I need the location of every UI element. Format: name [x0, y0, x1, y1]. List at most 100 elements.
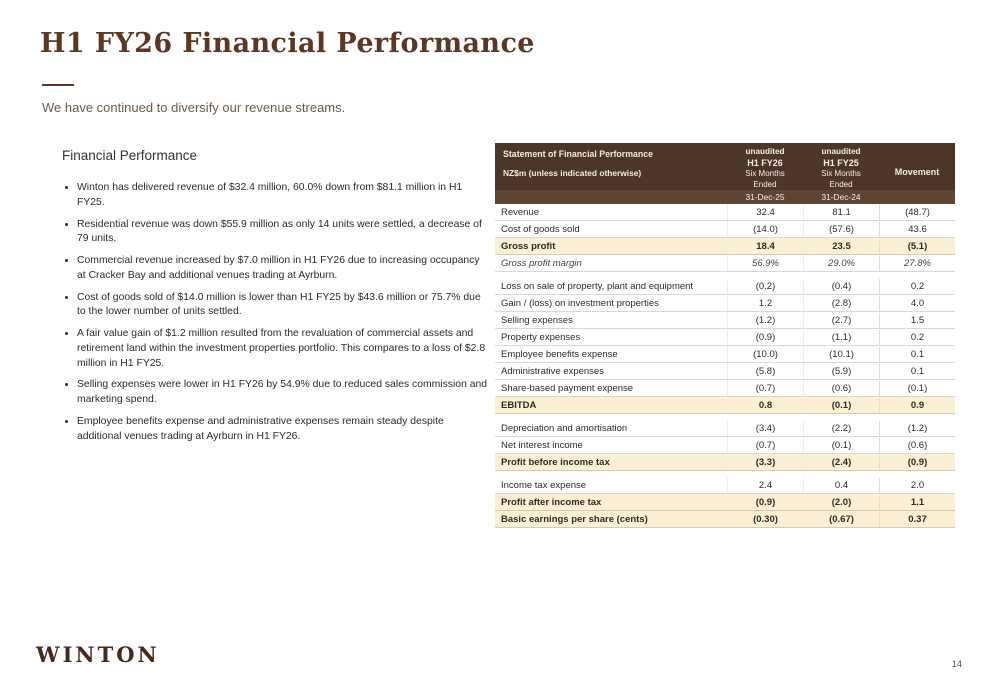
table-row: Selling expenses (1.2) (2.7) 1.5	[495, 312, 955, 330]
table-row: Employee benefits expense (10.0) (10.1) 0.1	[495, 346, 955, 364]
row-label: Loss on sale of property, plant and equi…	[501, 280, 694, 292]
bullet-list: Winton has delivered revenue of $32.4 mi…	[62, 181, 490, 444]
row-value-fy26: 0.8	[727, 397, 803, 413]
row-label: Income tax expense	[501, 479, 587, 491]
row-value-fy25: (10.1)	[803, 346, 879, 362]
row-label: EBITDA	[501, 399, 537, 411]
row-label: Property expenses	[501, 331, 581, 343]
row-value-movement: (1.2)	[879, 420, 955, 436]
row-value-fy26: (0.7)	[727, 380, 803, 396]
row-value-fy25: (0.1)	[803, 397, 879, 413]
row-value-movement: 27.8%	[879, 255, 955, 271]
row-value-fy26: (0.7)	[727, 437, 803, 453]
row-value-fy26: 18.4	[727, 238, 803, 254]
row-value-fy26: (5.8)	[727, 363, 803, 379]
slide-subtitle: We have continued to diversify our reven…	[42, 100, 346, 115]
bullet-item: Selling expenses were lower in H1 FY26 b…	[77, 378, 490, 408]
row-value-fy26: 1.2	[727, 295, 803, 311]
table-row: Basic earnings per share (cents) (0.30) (0…	[495, 511, 955, 529]
table-row: Loss on sale of property, plant and equi…	[495, 278, 955, 296]
table-row: Depreciation and amortisation (3.4) (2.2)(…	[495, 420, 955, 438]
row-label: Gross profit	[501, 240, 556, 252]
date-h1fy25: 31-Dec-24	[821, 192, 861, 203]
row-value-movement: (0.6)	[879, 437, 955, 453]
row-value-fy26: (10.0)	[727, 346, 803, 362]
row-label: Revenue	[501, 206, 540, 218]
row-label: Depreciation and amortisation	[501, 422, 628, 434]
financial-table: Statement of Financial Performance NZ$m …	[495, 143, 955, 529]
table-row: Profit before income tax (3.3) (2.4) (0.9)	[495, 454, 955, 472]
table-title: Statement of Financial Performance	[503, 149, 654, 159]
bullet-item: Commercial revenue increased by $7.0 mil…	[77, 254, 490, 284]
table-row: Profit after income tax (0.9) (2.0) 1.1	[495, 494, 955, 512]
table-row: Property expenses (0.9) (1.1) 0.2	[495, 329, 955, 347]
table-row: Net interest income (0.7) (0.1) (0.6)	[495, 437, 955, 455]
row-value-movement: (48.7)	[879, 204, 955, 220]
row-label: Profit before income tax	[501, 456, 610, 468]
period-label: H1 FY26	[747, 157, 783, 168]
row-value-fy25: (57.6)	[803, 221, 879, 237]
row-value-fy26: (0.2)	[727, 278, 803, 294]
column-header-h1fy25: unaudited H1 FY25 Six Months Ended	[803, 143, 879, 190]
table-row: EBITDA 0.8 (0.1) 0.9	[495, 397, 955, 415]
row-label: Selling expenses	[501, 314, 573, 326]
row-value-movement: 0.1	[879, 346, 955, 362]
row-value-fy25: 0.4	[803, 477, 879, 493]
row-label: Net interest income	[501, 439, 583, 451]
bullet-item: Winton has delivered revenue of $32.4 mi…	[77, 181, 490, 211]
date-h1fy26: 31-Dec-25	[745, 192, 785, 203]
audit-label: unaudited	[821, 147, 861, 156]
row-value-movement: 1.1	[879, 494, 955, 510]
period-sub-label: Six Months Ended	[821, 169, 861, 189]
row-label: Profit after income tax	[501, 496, 602, 508]
period-sub-label: Six Months Ended	[745, 169, 785, 189]
row-value-movement: 1.5	[879, 312, 955, 328]
row-value-fy26: (0.9)	[727, 494, 803, 510]
table-header-label-cell: Statement of Financial Performance NZ$m …	[495, 143, 727, 190]
row-value-fy26: 32.4	[727, 204, 803, 220]
row-value-movement: (0.1)	[879, 380, 955, 396]
row-value-fy26: (0.9)	[727, 329, 803, 345]
row-value-fy26: (3.3)	[727, 454, 803, 470]
row-label: Employee benefits expense	[501, 348, 618, 360]
row-value-movement: (0.9)	[879, 454, 955, 470]
row-value-fy25: 81.1	[803, 204, 879, 220]
row-label: Administrative expenses	[501, 365, 604, 377]
row-value-fy25: (5.9)	[803, 363, 879, 379]
left-content: Financial Performance Winton has deliver…	[62, 148, 490, 451]
row-value-fy25: (0.6)	[803, 380, 879, 396]
table-row: Revenue 32.4 81.1 (48.7)	[495, 204, 955, 222]
row-value-fy25: 29.0%	[803, 255, 879, 271]
audit-label: unaudited	[745, 147, 785, 156]
bullet-item: Cost of goods sold of $14.0 million is l…	[77, 291, 490, 321]
bullet-item: A fair value gain of $1.2 million result…	[77, 327, 490, 371]
column-header-movement: Movement	[894, 166, 940, 177]
row-value-movement: 0.2	[879, 329, 955, 345]
row-value-fy25: (2.0)	[803, 494, 879, 510]
row-value-fy26: (14.0)	[727, 221, 803, 237]
page-number: 14	[951, 659, 962, 669]
row-value-fy25: (0.1)	[803, 437, 879, 453]
title-divider	[42, 84, 74, 86]
table-section-gap	[495, 471, 955, 478]
row-value-fy25: (2.8)	[803, 295, 879, 311]
date-stripe-spacer	[879, 190, 955, 204]
row-value-fy26: (1.2)	[727, 312, 803, 328]
row-value-fy25: 23.5	[803, 238, 879, 254]
page-title: H1 FY26 Financial Performance	[40, 28, 535, 59]
table-row: Cost of goods sold (14.0) (57.6) 43.6	[495, 221, 955, 239]
bullet-item: Residential revenue was down $55.9 milli…	[77, 218, 490, 248]
date-stripe-spacer	[495, 190, 727, 204]
row-value-fy25: (1.1)	[803, 329, 879, 345]
table-body: Revenue 32.4 81.1 (48.7) Cost of goods sold (…	[495, 204, 955, 529]
table-header-top: Statement of Financial Performance NZ$m …	[495, 143, 955, 190]
table-row: Gross profit margin 56.9% 29.0% 27.8%	[495, 255, 955, 273]
row-value-fy25: (0.4)	[803, 278, 879, 294]
row-value-fy25: (0.67)	[803, 511, 879, 527]
table-section-gap	[495, 272, 955, 279]
period-label: H1 FY25	[823, 157, 859, 168]
row-value-movement: 0.9	[879, 397, 955, 413]
row-value-fy26: 56.9%	[727, 255, 803, 271]
table-header-date-stripe: 31-Dec-25 31-Dec-24	[495, 190, 955, 205]
